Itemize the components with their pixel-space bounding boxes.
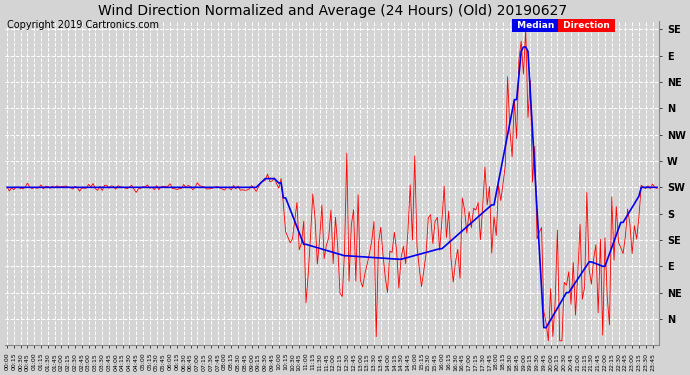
Text: Copyright 2019 Cartronics.com: Copyright 2019 Cartronics.com	[7, 20, 159, 30]
Title: Wind Direction Normalized and Average (24 Hours) (Old) 20190627: Wind Direction Normalized and Average (2…	[97, 4, 566, 18]
Text: Direction: Direction	[560, 21, 613, 30]
Text: Median: Median	[514, 21, 558, 30]
